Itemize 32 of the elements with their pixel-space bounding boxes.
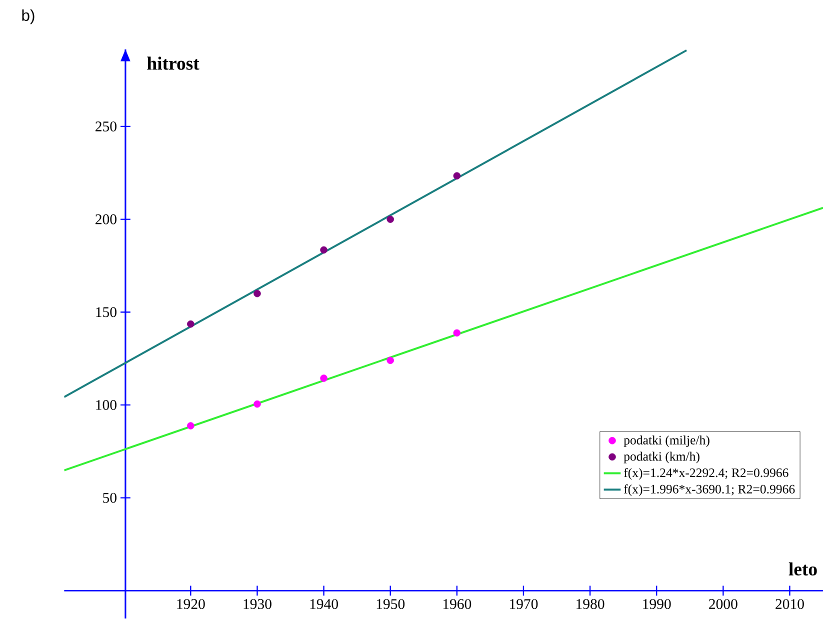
x-tick-label: 1920 bbox=[177, 599, 205, 610]
legend-label: f(x)=1.24*x-2292.4; R2=0.9966 bbox=[624, 468, 788, 480]
x-tick-label: 2000 bbox=[709, 599, 738, 610]
x-tick-label: 1930 bbox=[244, 599, 272, 610]
point bbox=[187, 320, 194, 328]
x-tick-label: 1990 bbox=[643, 599, 671, 610]
text: b) bbox=[22, 10, 34, 24]
point bbox=[254, 290, 261, 298]
point bbox=[386, 357, 394, 364]
x-tick-label: 1960 bbox=[443, 599, 472, 610]
legend-label: podatki (milje/h) bbox=[624, 436, 710, 448]
point bbox=[254, 400, 261, 408]
y-tick-label: 150 bbox=[96, 307, 116, 318]
x-tick-label: 1970 bbox=[510, 599, 538, 610]
legend-label: f(x)=1.996*x-3690.1; R2=0.9966 bbox=[624, 484, 795, 496]
y-tick-label: 100 bbox=[96, 400, 116, 410]
y-tick-label: 200 bbox=[96, 214, 116, 225]
point bbox=[386, 216, 394, 224]
point bbox=[453, 330, 461, 337]
y-tick-label: 250 bbox=[96, 122, 116, 132]
x-tick-label: 1940 bbox=[310, 599, 338, 610]
point bbox=[320, 246, 328, 254]
point bbox=[320, 374, 328, 382]
x-tick-label: 1950 bbox=[376, 599, 405, 610]
point bbox=[453, 172, 461, 180]
x-axis-title: leto bbox=[788, 562, 817, 576]
x-tick-label: 1980 bbox=[576, 599, 604, 610]
y-tick-label: 50 bbox=[103, 493, 116, 504]
x-tick-label: 2010 bbox=[776, 599, 804, 610]
legend-label: podatki (km/h) bbox=[624, 452, 700, 464]
point bbox=[187, 422, 194, 430]
y-axis-title: hitrost bbox=[147, 56, 200, 70]
